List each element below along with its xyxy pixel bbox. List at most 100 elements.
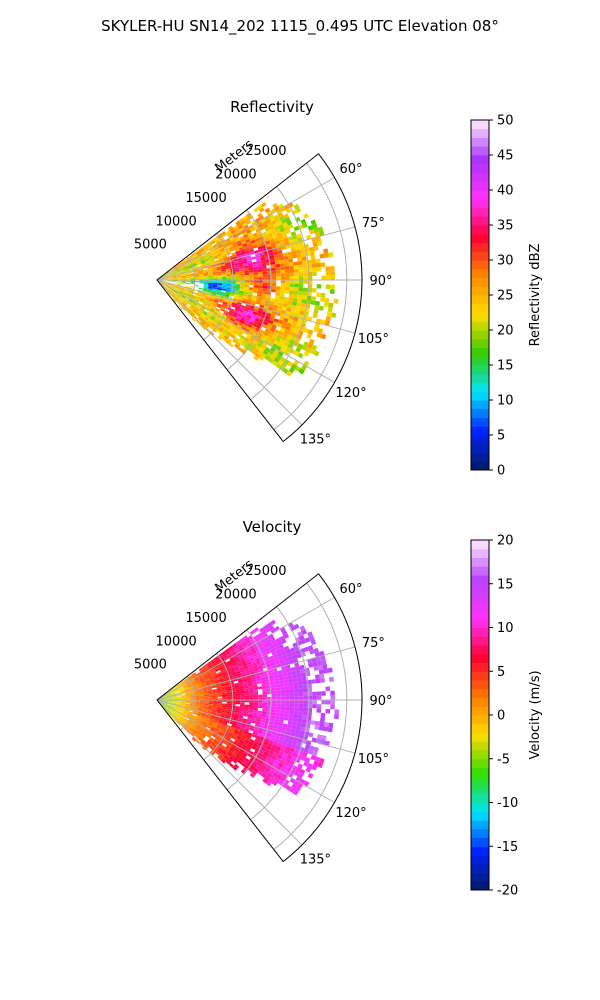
range-ring bbox=[180, 256, 196, 311]
colorbar-band bbox=[471, 330, 489, 340]
reflectivity-colorbar: 0 5 10 15 20 25 30 35 40 45 50 Reflectivity dBZ bbox=[470, 114, 543, 479]
azimuth-tick-label: 75° bbox=[362, 636, 385, 651]
colorbar-band bbox=[471, 540, 489, 550]
colorbar-band bbox=[471, 723, 489, 733]
colorbar-band bbox=[471, 811, 489, 821]
colorbar-band bbox=[471, 426, 489, 436]
colorbar-label: Reflectivity dBZ bbox=[528, 244, 543, 347]
colorbar-band bbox=[471, 338, 489, 348]
sector-frame bbox=[156, 153, 363, 443]
colorbar-band bbox=[471, 198, 489, 208]
azimuth-tick-label: 60° bbox=[339, 162, 362, 177]
colorbar-band bbox=[471, 408, 489, 418]
reflectivity-title: Reflectivity bbox=[230, 98, 314, 116]
colorbar-band bbox=[471, 295, 489, 305]
colorbar-band bbox=[471, 592, 489, 602]
range-tick-label: 5000 bbox=[134, 658, 167, 673]
azimuth-gridline bbox=[156, 699, 356, 754]
colorbar-tick-label: 5 bbox=[497, 429, 505, 444]
range-ring bbox=[273, 162, 348, 430]
azimuth-tick-label: 135° bbox=[300, 432, 331, 447]
colorbar-band bbox=[471, 636, 489, 646]
colorbar-tick-label: 20 bbox=[497, 534, 514, 549]
polar-grid bbox=[156, 582, 362, 850]
range-tick-label: 5000 bbox=[134, 238, 167, 253]
colorbar-tick-label: 0 bbox=[497, 464, 505, 479]
colorbar-band bbox=[471, 793, 489, 803]
range-tick-label: 10000 bbox=[155, 214, 196, 229]
colorbar-band bbox=[471, 820, 489, 830]
colorbar-band bbox=[471, 365, 489, 375]
azimuth-gridline bbox=[156, 279, 335, 383]
colorbar-band bbox=[471, 286, 489, 296]
colorbar-band bbox=[471, 155, 489, 165]
colorbar-band bbox=[471, 391, 489, 401]
colorbar-band bbox=[471, 242, 489, 252]
colorbar-band bbox=[471, 260, 489, 270]
colorbar-band bbox=[471, 435, 489, 445]
colorbar-band bbox=[471, 872, 489, 882]
colorbar-band bbox=[471, 662, 489, 672]
azimuth-gridline bbox=[156, 226, 356, 281]
colorbar-band bbox=[471, 583, 489, 593]
colorbar-band bbox=[471, 706, 489, 716]
range-tick-label: 15000 bbox=[185, 611, 226, 626]
colorbar-tick-label: 45 bbox=[497, 149, 514, 164]
colorbar-band bbox=[471, 303, 489, 313]
azimuth-tick-label: 105° bbox=[358, 752, 389, 767]
colorbar-band bbox=[471, 373, 489, 383]
colorbar-band bbox=[471, 627, 489, 637]
colorbar-band bbox=[471, 216, 489, 226]
range-ring bbox=[203, 232, 234, 341]
colorbar-band bbox=[471, 443, 489, 453]
reflectivity-panel: Reflectivity 500010000150002000025000Met… bbox=[134, 98, 543, 479]
colorbar-band bbox=[471, 566, 489, 576]
azimuth-gridline bbox=[156, 699, 303, 846]
range-ring bbox=[273, 582, 348, 850]
colorbar-band bbox=[471, 715, 489, 725]
range-tick-label: 20000 bbox=[215, 588, 256, 603]
colorbar-band bbox=[471, 312, 489, 322]
colorbar-band bbox=[471, 837, 489, 847]
range-tick-label: 20000 bbox=[215, 168, 256, 183]
azimuth-gridline bbox=[156, 177, 335, 281]
colorbar-band bbox=[471, 671, 489, 681]
colorbar-tick-label: 10 bbox=[497, 621, 514, 636]
colorbar-tick-label: 35 bbox=[497, 219, 514, 234]
colorbar-band bbox=[471, 225, 489, 235]
colorbar-tick-label: 0 bbox=[497, 709, 505, 724]
azimuth-gridline bbox=[156, 279, 303, 426]
range-tick-label: 10000 bbox=[155, 634, 196, 649]
range-ring bbox=[180, 676, 196, 731]
colorbar-band bbox=[471, 277, 489, 287]
azimuth-gridline bbox=[156, 646, 356, 701]
colorbar-band bbox=[471, 697, 489, 707]
colorbar-band bbox=[471, 855, 489, 865]
colorbar-band bbox=[471, 128, 489, 138]
azimuth-tick-label: 135° bbox=[300, 852, 331, 867]
colorbar-tick-label: 15 bbox=[497, 359, 514, 374]
colorbar-band bbox=[471, 557, 489, 567]
colorbar-tick-label: -20 bbox=[497, 884, 518, 899]
colorbar-band bbox=[471, 881, 489, 891]
colorbar-band bbox=[471, 653, 489, 663]
colorbar-tick-label: -5 bbox=[497, 752, 510, 767]
colorbar-tick-label: 5 bbox=[497, 665, 505, 680]
colorbar-band bbox=[471, 321, 489, 331]
colorbar-band bbox=[471, 828, 489, 838]
colorbar-band bbox=[471, 181, 489, 191]
colorbar-band bbox=[471, 251, 489, 261]
colorbar-band bbox=[471, 863, 489, 873]
colorbar-band bbox=[471, 680, 489, 690]
colorbar-band bbox=[471, 347, 489, 357]
colorbar-band bbox=[471, 776, 489, 786]
colorbar-band bbox=[471, 758, 489, 768]
colorbar-band bbox=[471, 382, 489, 392]
azimuth-tick-label: 75° bbox=[362, 216, 385, 231]
range-tick-label: 25000 bbox=[245, 564, 286, 579]
colorbar-band bbox=[471, 268, 489, 278]
colorbar-tick-label: 25 bbox=[497, 289, 514, 304]
